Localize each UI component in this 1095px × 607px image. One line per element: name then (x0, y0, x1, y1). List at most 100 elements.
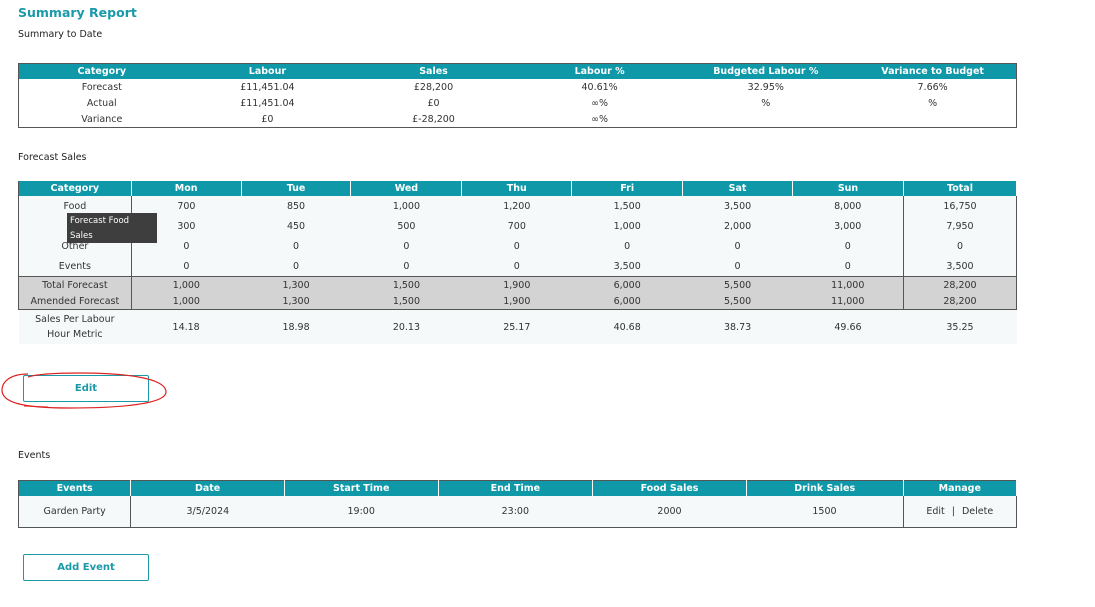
cell[interactable]: 0 (461, 236, 572, 256)
table-row: Actual £11,451.04 £0 ∞% % % (19, 95, 1017, 111)
cell[interactable]: 700 (461, 216, 572, 236)
summary-table: Category Labour Sales Labour % Budgeted … (18, 63, 1017, 128)
col-header: Budgeted Labour % (682, 63, 850, 79)
cell: Amended Forecast (18, 293, 132, 310)
summary-heading: Summary to Date (18, 29, 103, 40)
cell: 19:00 (284, 496, 439, 528)
cell[interactable]: 0 (571, 236, 683, 256)
cell: 35.25 (903, 309, 1017, 344)
cell[interactable]: 0 (350, 256, 462, 277)
table-row: Other 0 0 0 0 0 0 0 0 (18, 236, 1018, 256)
cell: 40.68 (571, 309, 683, 344)
metric-label: Sales Per Labour Hour Metric (18, 309, 132, 344)
cell[interactable]: 0 (792, 256, 904, 277)
cell[interactable]: 1,500 (571, 196, 683, 216)
forecast-table: Category Mon Tue Wed Thu Fri Sat Sun Tot… (18, 181, 1018, 344)
cell: 5,500 (682, 276, 793, 293)
cell: 38.73 (682, 309, 793, 344)
tooltip-line2: Sales (70, 231, 93, 241)
cell: 0 (902, 236, 1018, 256)
cell[interactable]: 1,200 (461, 196, 572, 216)
cell: £0 (261, 113, 274, 125)
separator: | (951, 506, 955, 517)
cell: 25.17 (461, 309, 572, 344)
cell[interactable]: 0 (350, 236, 462, 256)
cell: 1,000 (131, 276, 242, 293)
col-header: Category (18, 63, 185, 79)
cell: ∞% (591, 97, 609, 109)
cell[interactable]: 8,000 (792, 196, 904, 216)
col-header: Thu (461, 181, 573, 196)
add-event-button[interactable]: Add Event (23, 554, 149, 581)
edit-button[interactable]: Edit (23, 375, 149, 402)
col-header: Mon (131, 181, 242, 196)
cell: 49.66 (792, 309, 904, 344)
cell[interactable]: 500 (350, 216, 462, 236)
cell[interactable]: 2,000 (682, 216, 793, 236)
cell[interactable]: 3,500 (571, 256, 683, 277)
cell: 16,750 (902, 196, 1018, 216)
cell[interactable]: 0 (131, 236, 242, 256)
cell: 1,300 (241, 276, 351, 293)
cell: 2000 (592, 496, 747, 528)
event-edit-link[interactable]: Edit (926, 506, 945, 517)
col-header: Labour % (516, 63, 683, 79)
cell: 5,500 (682, 293, 793, 310)
cell: Forecast (81, 81, 122, 93)
cell[interactable]: 1,000 (350, 196, 462, 216)
cell: 11,000 (792, 276, 904, 293)
cell: 1,900 (461, 293, 572, 310)
col-header: Sat (682, 181, 794, 196)
cell: 23:00 (438, 496, 593, 528)
col-header: Food Sales (592, 480, 747, 496)
tooltip-line1: Forecast Food (70, 216, 130, 226)
summary-header-row: Category Labour Sales Labour % Budgeted … (18, 63, 1017, 79)
cell: £11,451.04 (240, 81, 295, 93)
cell: 7.66% (917, 81, 948, 93)
events-table: Events Date Start Time End Time Food Sal… (18, 480, 1018, 528)
col-header: Events (18, 480, 132, 496)
cell: 3/5/2024 (130, 496, 285, 528)
table-row: Events 0 0 0 0 3,500 0 0 3,500 (18, 256, 1018, 277)
cell (682, 111, 849, 128)
cell[interactable]: 0 (792, 236, 904, 256)
table-row: Garden Party 3/5/2024 19:00 23:00 2000 1… (18, 496, 1017, 528)
cell: Events (18, 256, 132, 277)
cell[interactable]: 0 (241, 256, 351, 277)
cell: 1,900 (461, 276, 572, 293)
table-row: Food 700 850 1,000 1,200 1,500 3,500 8,0… (18, 196, 1018, 216)
cell[interactable]: 0 (461, 256, 572, 277)
cell: 20.13 (350, 309, 462, 344)
col-header: Wed (350, 181, 463, 196)
cell[interactable]: 0 (682, 236, 793, 256)
cell[interactable]: 0 (241, 236, 351, 256)
cell: Actual (86, 97, 117, 109)
cell[interactable]: 850 (241, 196, 351, 216)
cell: £0 (427, 97, 440, 109)
events-header-row: Events Date Start Time End Time Food Sal… (18, 480, 1018, 496)
event-delete-link[interactable]: Delete (961, 506, 994, 517)
cell[interactable]: 700 (131, 196, 242, 216)
col-header: Total (902, 181, 1018, 196)
events-heading: Events (18, 450, 51, 461)
col-header: Start Time (284, 480, 439, 496)
cell: 11,000 (792, 293, 904, 310)
cell[interactable]: 3,500 (682, 196, 793, 216)
col-header: Sales (350, 63, 517, 79)
cell[interactable]: 450 (241, 216, 351, 236)
cell[interactable]: 1,000 (571, 216, 683, 236)
cell: 18.98 (241, 309, 351, 344)
col-header: Fri (571, 181, 684, 196)
cell: 28,200 (902, 276, 1018, 293)
cell[interactable]: 300 (131, 216, 242, 236)
cell[interactable]: 0 (131, 256, 242, 277)
cell[interactable]: 0 (682, 256, 793, 277)
cell: £28,200 (413, 81, 454, 93)
cell: 1500 (746, 496, 904, 528)
cell: 7,950 (902, 216, 1018, 236)
table-row: Forecast £11,451.04 £28,200 40.61% 32.95… (19, 79, 1017, 95)
col-header: Category (18, 181, 132, 196)
cell: 40.61% (581, 81, 618, 93)
col-header: Date (130, 480, 285, 496)
cell[interactable]: 3,000 (792, 216, 904, 236)
